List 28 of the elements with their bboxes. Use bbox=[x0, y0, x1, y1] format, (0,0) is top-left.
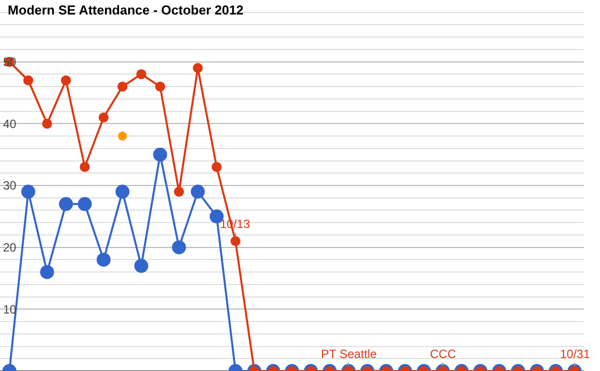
point bbox=[23, 75, 34, 86]
y-tick-label: 30 bbox=[3, 178, 17, 193]
point bbox=[98, 112, 109, 122]
point bbox=[42, 118, 52, 129]
point bbox=[78, 197, 92, 212]
point bbox=[230, 236, 240, 246]
data-label: PT Seattle bbox=[321, 347, 378, 361]
chart-title: Modern SE Attendance - October 2012 bbox=[8, 2, 244, 18]
point bbox=[60, 75, 71, 86]
point bbox=[80, 162, 90, 172]
point bbox=[172, 240, 186, 254]
point bbox=[192, 63, 203, 74]
point bbox=[212, 162, 222, 172]
point bbox=[134, 258, 148, 273]
data-label: 10/31 bbox=[560, 347, 590, 361]
point bbox=[58, 197, 73, 212]
data-label: CCC bbox=[430, 347, 456, 361]
y-tick-label: 20 bbox=[3, 240, 17, 255]
point bbox=[117, 82, 128, 92]
point bbox=[136, 69, 146, 80]
y-tick-label: 40 bbox=[3, 116, 17, 131]
point bbox=[174, 186, 184, 197]
point bbox=[153, 148, 168, 162]
point bbox=[21, 184, 36, 199]
point bbox=[118, 132, 127, 141]
point bbox=[190, 184, 205, 199]
point bbox=[115, 184, 130, 199]
point bbox=[155, 82, 166, 92]
